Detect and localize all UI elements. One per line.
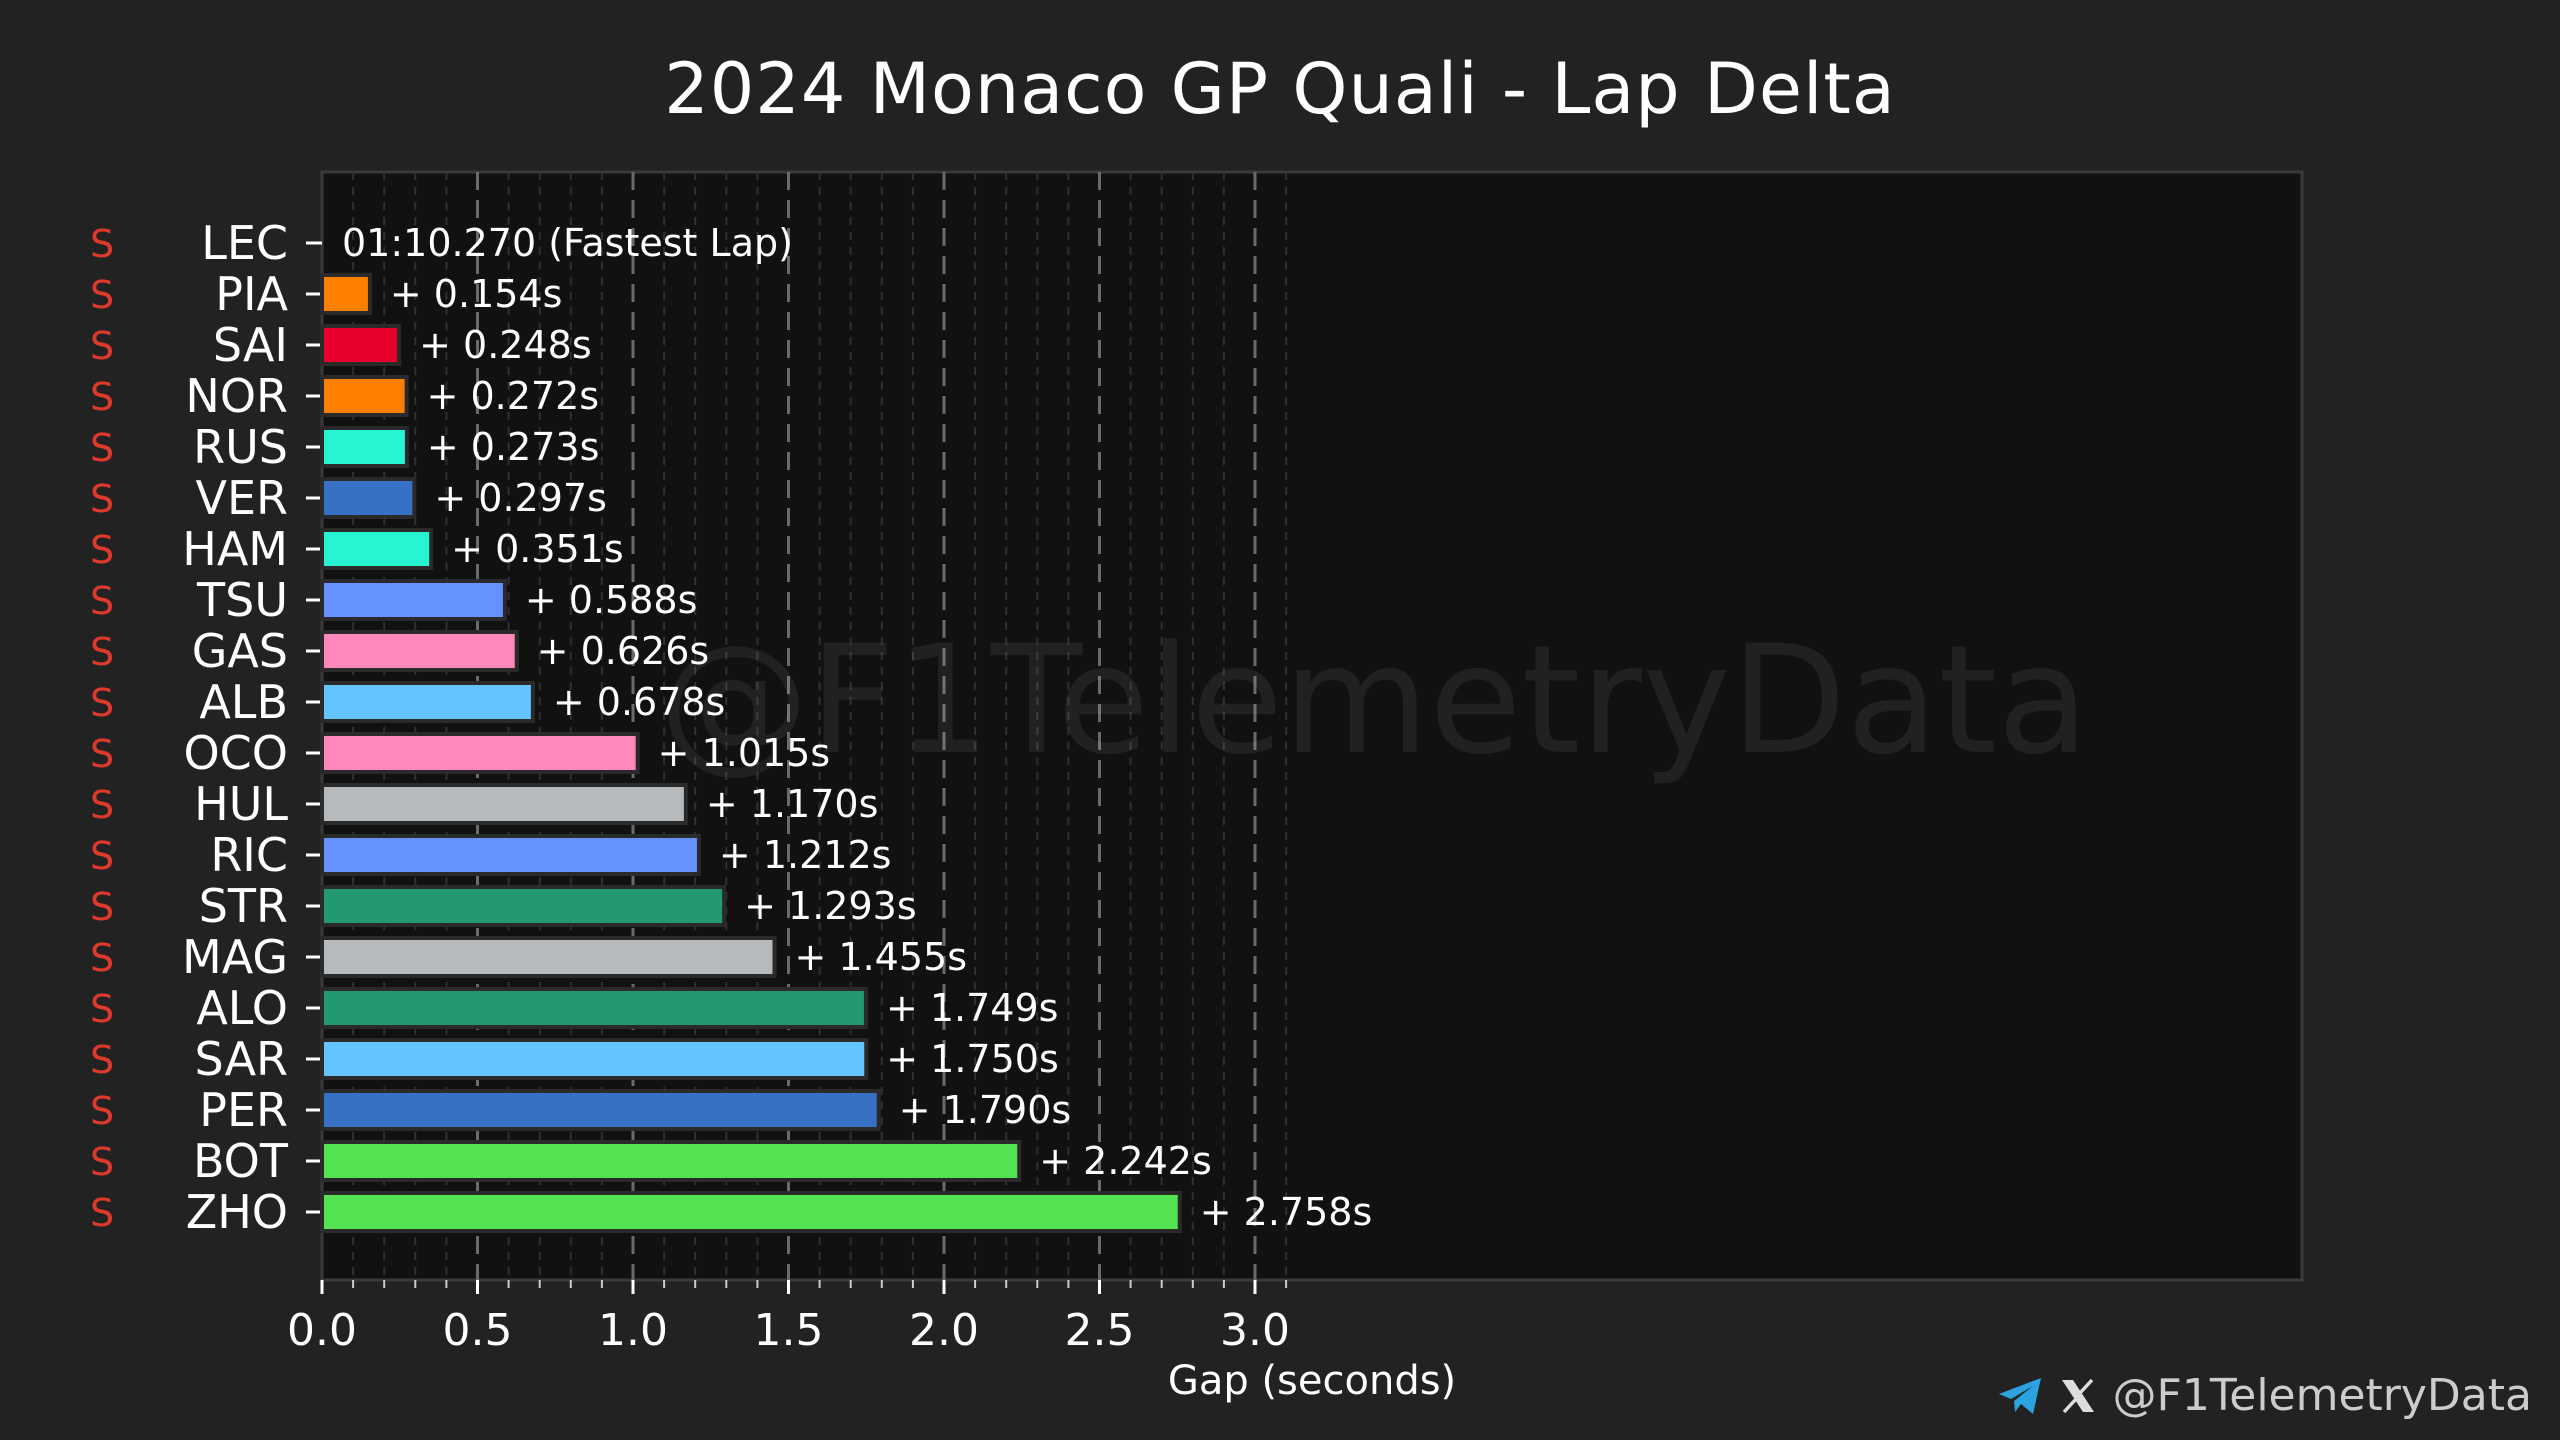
driver-label-per: PER	[199, 1083, 288, 1137]
bar-sar	[320, 1038, 869, 1080]
bar-oco	[320, 732, 640, 774]
x-tick-label: 2.5	[1065, 1305, 1135, 1356]
bar-tsu	[320, 579, 507, 621]
value-label-per: + 1.790s	[899, 1088, 1072, 1132]
bar-nor	[320, 375, 409, 417]
tyre-compound: S	[90, 375, 114, 419]
tyre-compound: S	[90, 1038, 114, 1082]
value-label-sai: + 0.248s	[419, 323, 592, 367]
driver-label-str: STR	[199, 879, 288, 933]
chart-title: 2024 Monaco GP Quali - Lap Delta	[664, 48, 1896, 130]
driver-label-sar: SAR	[195, 1032, 288, 1086]
tyre-compound: S	[90, 222, 114, 266]
driver-label-ham: HAM	[182, 522, 288, 576]
value-label-hul: + 1.170s	[706, 782, 879, 826]
x-tick-label: 1.5	[754, 1305, 824, 1356]
tyre-compound: S	[90, 273, 114, 317]
driver-label-sai: SAI	[213, 318, 288, 372]
tyre-compound: S	[90, 1089, 114, 1133]
value-label-lec: 01:10.270 (Fastest Lap)	[342, 221, 793, 265]
value-label-gas: + 0.626s	[537, 629, 710, 673]
bar-ric	[320, 834, 701, 876]
driver-label-oco: OCO	[183, 726, 288, 780]
value-label-alo: + 1.749s	[886, 986, 1059, 1030]
tyre-compound: S	[90, 426, 114, 470]
tyre-compound: S	[90, 630, 114, 674]
bar-zho	[320, 1191, 1182, 1233]
driver-label-zho: ZHO	[186, 1185, 288, 1239]
tyre-compound: S	[90, 987, 114, 1031]
driver-label-pia: PIA	[215, 267, 288, 321]
bar-gas	[320, 630, 519, 672]
value-label-str: + 1.293s	[744, 884, 917, 928]
driver-label-gas: GAS	[192, 624, 288, 678]
tyre-compound: S	[90, 936, 114, 980]
tyre-compound: S	[90, 1140, 114, 1184]
social-handle[interactable]: @F1TelemetryData	[2112, 1370, 2532, 1421]
value-label-nor: + 0.272s	[427, 374, 600, 418]
bar-alo	[320, 987, 868, 1029]
tyre-compound: S	[90, 783, 114, 827]
tyre-compound: S	[90, 324, 114, 368]
tyre-compound: S	[90, 528, 114, 572]
bar-alb	[320, 681, 535, 723]
telegram-icon[interactable]	[1997, 1376, 2043, 1416]
tyre-compound: S	[90, 579, 114, 623]
driver-label-nor: NOR	[185, 369, 288, 423]
value-label-ric: + 1.212s	[719, 833, 892, 877]
x-tick-label: 1.0	[598, 1305, 668, 1356]
value-label-pia: + 0.154s	[390, 272, 563, 316]
social-footer: @F1TelemetryData	[1997, 1370, 2532, 1421]
value-label-oco: + 1.015s	[658, 731, 831, 775]
bar-sai	[320, 324, 402, 366]
bar-ham	[320, 528, 434, 570]
watermark: @F1TelemetryData	[659, 614, 2089, 788]
bar-rus	[320, 426, 409, 468]
tyre-compound: S	[90, 681, 114, 725]
x-tick-label: 0.5	[443, 1305, 513, 1356]
bar-str	[320, 885, 727, 927]
x-tick-label: 3.0	[1220, 1305, 1290, 1356]
tyre-compound: S	[90, 885, 114, 929]
tyre-compound: S	[90, 732, 114, 776]
x-tick-label: 2.0	[909, 1305, 979, 1356]
driver-label-alo: ALO	[196, 981, 288, 1035]
value-label-zho: + 2.758s	[1200, 1190, 1373, 1234]
driver-label-tsu: TSU	[196, 573, 288, 627]
value-label-mag: + 1.455s	[795, 935, 968, 979]
tyre-compound: S	[90, 834, 114, 878]
tyre-compound: S	[90, 1191, 114, 1235]
bar-per	[320, 1089, 881, 1131]
bar-mag	[320, 936, 777, 978]
bar-ver	[320, 477, 417, 519]
value-label-bot: + 2.242s	[1039, 1139, 1212, 1183]
driver-label-rus: RUS	[193, 420, 288, 474]
bar-hul	[320, 783, 688, 825]
value-label-ver: + 0.297s	[434, 476, 607, 520]
driver-label-ric: RIC	[210, 828, 288, 882]
value-label-rus: + 0.273s	[427, 425, 600, 469]
value-label-ham: + 0.351s	[451, 527, 624, 571]
value-label-sar: + 1.750s	[886, 1037, 1059, 1081]
bar-bot	[320, 1140, 1022, 1182]
driver-label-hul: HUL	[194, 777, 288, 831]
value-label-alb: + 0.678s	[553, 680, 726, 724]
bar-pia	[320, 273, 372, 315]
driver-label-mag: MAG	[182, 930, 288, 984]
driver-label-ver: VER	[196, 471, 289, 525]
value-label-tsu: + 0.588s	[525, 578, 698, 622]
driver-label-lec: LEC	[201, 216, 288, 270]
x-tick-label: 0.0	[287, 1305, 357, 1356]
x-axis-label: Gap (seconds)	[1167, 1358, 1457, 1404]
tyre-compound: S	[90, 477, 114, 521]
x-logo-icon[interactable]	[2059, 1377, 2097, 1415]
driver-label-bot: BOT	[193, 1134, 289, 1188]
driver-label-alb: ALB	[199, 675, 288, 729]
